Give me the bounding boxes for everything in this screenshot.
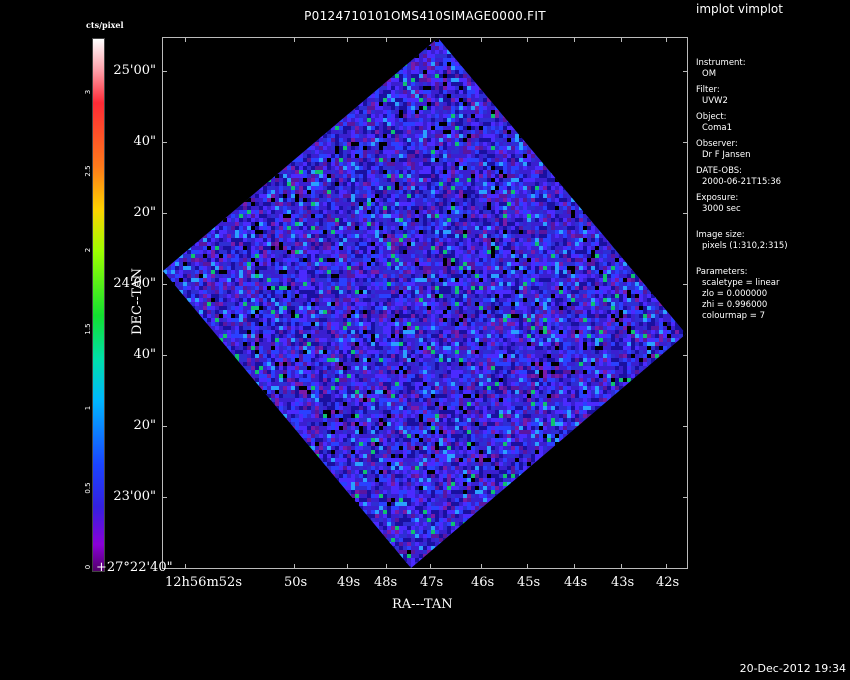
y-tick-label: 23'00" — [113, 489, 156, 504]
x-axis-tick — [386, 564, 387, 569]
info-filter-value: UVW2 — [702, 96, 728, 106]
info-exposure-label: Exposure: — [696, 193, 739, 203]
x-axis-label: RA---TAN — [392, 597, 453, 612]
y-tick-label: 24'00" — [113, 276, 156, 291]
y-axis-tick — [683, 426, 688, 427]
info-param-scaletype: scaletype = linear — [702, 278, 780, 288]
colorbar-tick: 1 — [84, 405, 92, 411]
colorbar-tick: 2.5 — [84, 165, 92, 177]
x-axis-tick — [185, 37, 186, 42]
colorbar-tick: 0 — [84, 564, 92, 570]
x-axis-tick — [574, 564, 575, 569]
y-axis-tick — [162, 71, 167, 72]
x-tick-label: 44s — [564, 575, 588, 590]
y-tick-label: 20" — [133, 418, 156, 433]
x-axis-tick — [574, 37, 575, 42]
x-tick-label: 12h56m52s — [165, 575, 242, 590]
info-param-zhi: zhi = 0.996000 — [702, 300, 768, 310]
x-axis-tick — [666, 564, 667, 569]
info-exposure-value: 3000 sec — [702, 204, 741, 214]
y-axis-tick — [683, 142, 688, 143]
x-axis-tick — [430, 564, 431, 569]
timestamp: 20-Dec-2012 19:34 — [739, 662, 846, 675]
info-date-value: 2000-06-21T15:36 — [702, 177, 782, 187]
colorbar-title: cts/pixel — [86, 20, 124, 30]
info-object-label: Object: — [696, 112, 727, 122]
y-axis-tick — [683, 284, 688, 285]
y-tick-label: 40" — [133, 347, 156, 362]
x-axis-tick — [527, 564, 528, 569]
y-axis-tick — [162, 497, 167, 498]
y-axis-tick — [683, 355, 688, 356]
x-tick-label: 45s — [517, 575, 541, 590]
info-instrument-label: Instrument: — [696, 58, 746, 68]
y-axis-tick — [162, 213, 167, 214]
x-axis-tick — [666, 37, 667, 42]
colorbar — [92, 38, 105, 572]
y-axis-tick — [683, 71, 688, 72]
colorbar-tick: 3 — [84, 89, 92, 95]
info-object-value: Coma1 — [702, 123, 733, 133]
y-axis-tick — [162, 355, 167, 356]
x-tick-label: 47s — [420, 575, 444, 590]
x-axis-tick — [527, 37, 528, 42]
x-tick-label: 43s — [611, 575, 635, 590]
y-tick-label: 40" — [133, 134, 156, 149]
y-tick-label: 20" — [133, 205, 156, 220]
sky-image[interactable] — [163, 38, 687, 568]
y-tick-label: +27°22'40" — [96, 560, 173, 575]
x-axis-tick — [386, 37, 387, 42]
info-date-label: DATE-OBS: — [696, 166, 743, 176]
colorbar-tick: 1.5 — [84, 323, 92, 335]
plot-frame — [162, 37, 688, 569]
x-axis-tick — [294, 564, 295, 569]
info-instrument-value: OM — [702, 69, 717, 79]
info-param-zlo: zlo = 0.000000 — [702, 289, 768, 299]
y-axis-label: DEC--TAN — [129, 268, 145, 335]
x-tick-label: 42s — [656, 575, 680, 590]
y-axis-tick — [162, 426, 167, 427]
colorbar-tick: 2 — [84, 247, 92, 253]
y-axis-tick — [162, 284, 167, 285]
info-observer-label: Observer: — [696, 139, 738, 149]
x-axis-tick — [294, 37, 295, 42]
y-axis-tick — [683, 497, 688, 498]
x-axis-tick — [185, 564, 186, 569]
image-title: P0124710101OMS410SIMAGE0000.FIT — [304, 9, 546, 23]
x-axis-tick — [481, 37, 482, 42]
x-axis-tick — [347, 564, 348, 569]
info-panel: Instrument: OM Filter: UVW2 Object: Coma… — [696, 58, 788, 322]
info-imagesize-label: Image size: — [696, 230, 745, 240]
x-axis-tick — [621, 37, 622, 42]
info-imagesize-value: pixels (1:310,2:315) — [702, 241, 788, 251]
x-axis-tick — [621, 564, 622, 569]
info-filter-label: Filter: — [696, 85, 720, 95]
x-axis-tick — [481, 564, 482, 569]
y-axis-tick — [162, 142, 167, 143]
info-parameters-label: Parameters: — [696, 267, 748, 277]
x-tick-label: 50s — [284, 575, 308, 590]
info-observer-value: Dr F Jansen — [702, 150, 751, 160]
x-tick-label: 46s — [471, 575, 495, 590]
y-tick-label: 25'00" — [113, 63, 156, 78]
x-tick-label: 48s — [374, 575, 398, 590]
y-axis-tick — [683, 213, 688, 214]
x-axis-tick — [430, 37, 431, 42]
colorbar-tick: 0.5 — [84, 482, 92, 494]
program-name: implot vimplot — [696, 2, 783, 16]
x-tick-label: 49s — [337, 575, 361, 590]
x-axis-tick — [347, 37, 348, 42]
info-param-colourmap: colourmap = 7 — [702, 311, 765, 321]
